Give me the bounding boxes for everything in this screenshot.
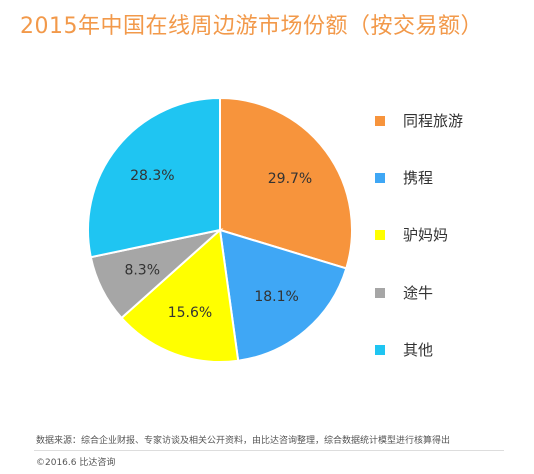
- footer-divider: [34, 450, 504, 451]
- legend-label: 携程: [403, 169, 434, 187]
- pie-slice-0: [219, 96, 353, 270]
- legend-swatch: [375, 115, 385, 126]
- legend-item-1: 携程: [375, 167, 433, 188]
- slice-value-label-3: 8.3%: [124, 262, 160, 278]
- slice-value-label-4: 28.3%: [130, 168, 174, 184]
- legend-swatch: [375, 344, 385, 355]
- legend-item-4: 其他: [375, 339, 433, 360]
- copyright-note: ©2016.6 比达咨询: [36, 458, 116, 468]
- legend-swatch: [375, 229, 385, 240]
- pie-slice-4: [87, 96, 221, 259]
- legend-label: 同程旅游: [403, 112, 464, 130]
- chart-title: 2015年中国在线周边游市场份额（按交易额）: [20, 14, 483, 39]
- legend-swatch: [375, 287, 385, 298]
- slice-value-label-0: 29.7%: [268, 171, 312, 187]
- legend-item-2: 驴妈妈: [375, 224, 448, 245]
- slice-value-label-1: 18.1%: [254, 289, 298, 305]
- legend-swatch: [375, 172, 385, 183]
- data-source-note: 数据来源：综合企业财报、专家访谈及相关公开资料，由比达咨询整理，综合数据统计模型…: [36, 436, 451, 446]
- pie-slice-2: [120, 228, 240, 363]
- pie-slice-1: [218, 228, 348, 362]
- slice-value-label-2: 15.6%: [168, 305, 212, 321]
- legend-item-3: 途牛: [375, 282, 433, 303]
- legend-label: 途牛: [403, 284, 434, 302]
- legend-label: 其他: [403, 341, 434, 359]
- legend-item-0: 同程旅游: [375, 110, 463, 131]
- legend-label: 驴妈妈: [403, 226, 449, 244]
